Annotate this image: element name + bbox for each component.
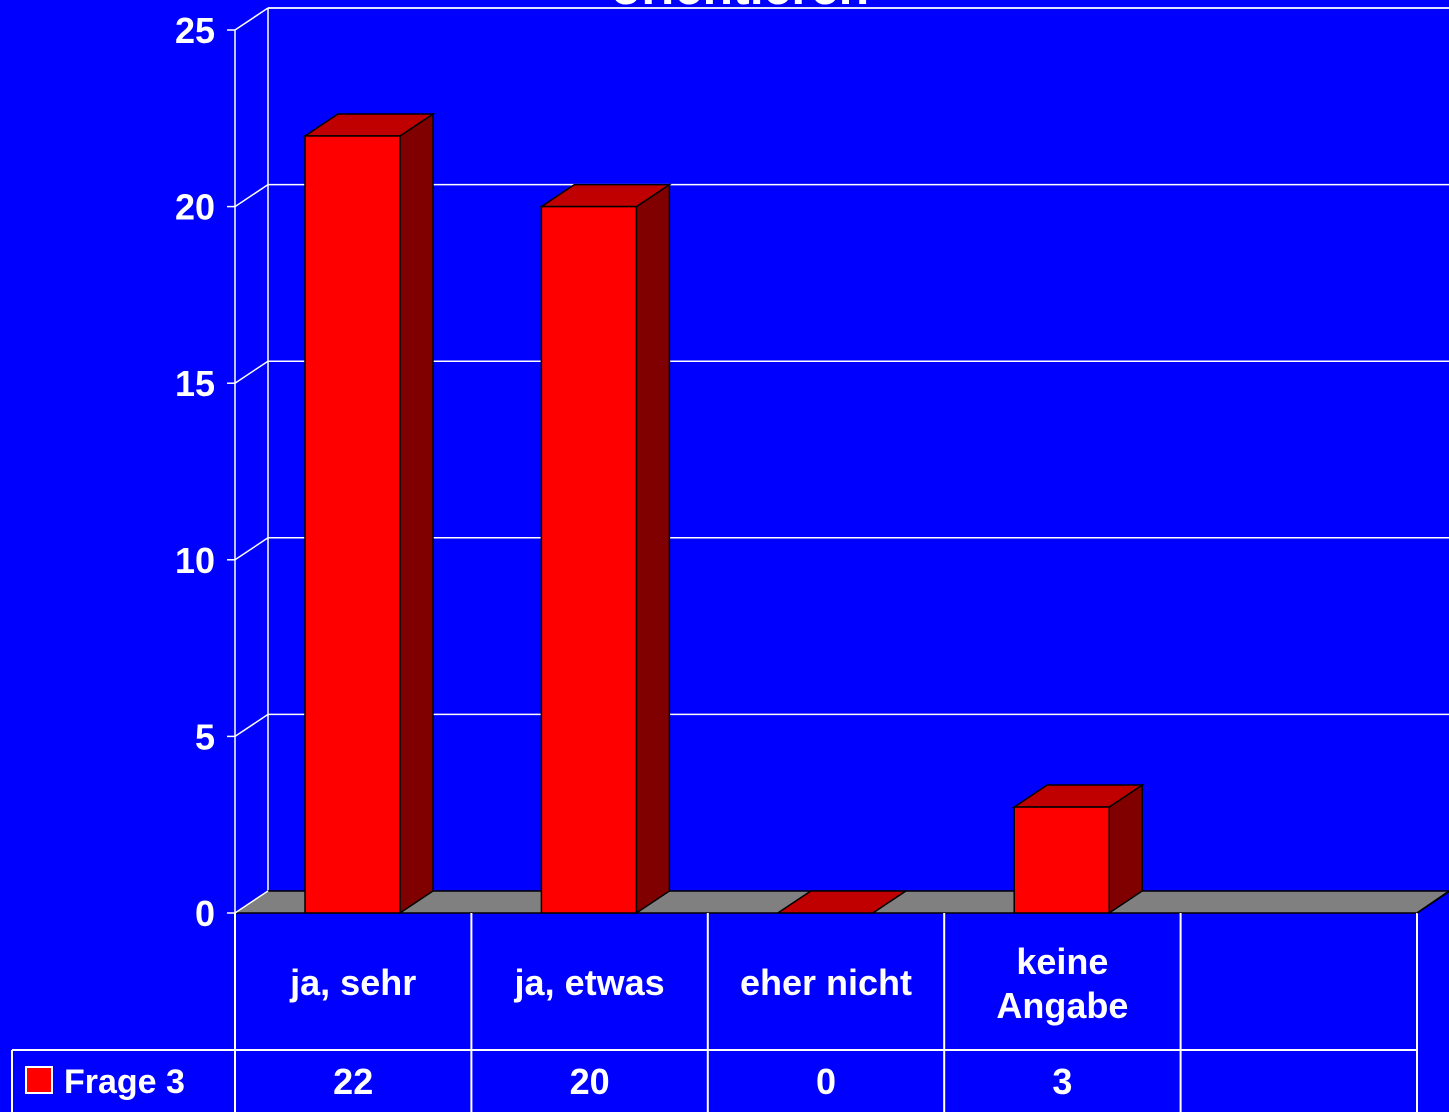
grid-slant <box>234 713 269 738</box>
legend-swatch <box>25 1066 53 1094</box>
bar-side <box>399 112 434 915</box>
y-tick-label: 25 <box>175 10 215 51</box>
bar-side <box>635 183 671 915</box>
grid-slant <box>234 360 269 384</box>
bar <box>540 205 638 914</box>
grid-slant <box>234 7 269 31</box>
table-value: 20 <box>570 1061 610 1102</box>
y-tick-label: 5 <box>195 716 215 757</box>
x-tick-label: ja, sehr <box>289 962 416 1003</box>
bar-top <box>775 890 909 914</box>
x-tick-label: keine Angabe <box>996 941 1128 1026</box>
table-edge <box>1416 890 1449 914</box>
grid-slant <box>234 537 269 561</box>
legend-label: Frage 3 <box>64 1063 185 1101</box>
y-tick-label: 20 <box>175 187 215 228</box>
table-value: 0 <box>816 1061 836 1102</box>
bar <box>304 135 401 914</box>
grid-slant <box>234 890 269 914</box>
bar <box>1013 806 1110 914</box>
x-tick-label: eher nicht <box>740 962 912 1003</box>
table-value: 22 <box>333 1061 373 1102</box>
y-tick-label: 0 <box>195 893 215 934</box>
x-tick-label: ja, etwas <box>514 962 665 1003</box>
table-value: 3 <box>1052 1061 1072 1102</box>
grid-slant <box>234 183 269 208</box>
y-tick-label: 15 <box>175 363 215 404</box>
y-tick-label: 10 <box>175 540 215 581</box>
